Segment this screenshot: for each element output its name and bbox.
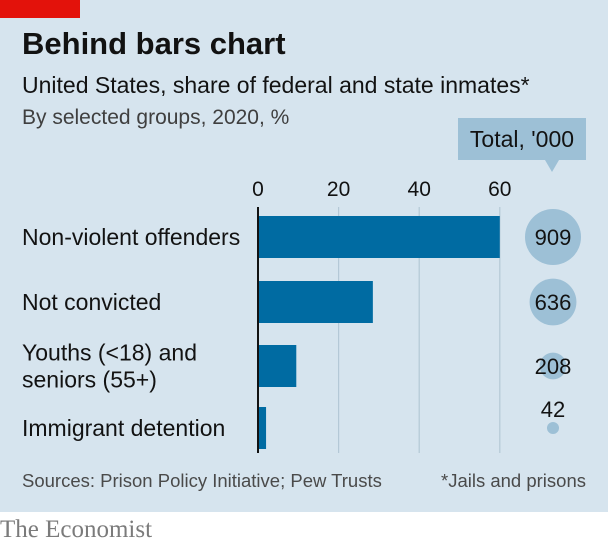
- x-tick-label: 40: [408, 178, 431, 201]
- bar: [258, 407, 267, 449]
- total-value-label: 208: [535, 354, 572, 379]
- category-label: Non-violent offenders: [22, 224, 240, 250]
- chart-title: Behind bars chart: [22, 26, 286, 61]
- total-bubble: [525, 209, 581, 265]
- brand-logo: The Economist: [0, 516, 153, 543]
- category-label: seniors (55+): [22, 367, 157, 393]
- category-label: Immigrant detention: [22, 415, 225, 441]
- total-value-label: 909: [535, 225, 572, 250]
- total-bubble: [539, 352, 567, 380]
- category-label: Not convicted: [22, 289, 161, 315]
- total-value-label: 42: [541, 397, 565, 422]
- total-bubble: [546, 421, 560, 435]
- chart-note: By selected groups, 2020, %: [22, 106, 290, 129]
- totals-callout-pointer: [545, 160, 559, 172]
- accent-bar: [0, 0, 80, 18]
- x-tick-label: 20: [327, 178, 350, 201]
- bar: [258, 281, 373, 323]
- totals-label: Total, '000: [470, 126, 574, 152]
- total-value-label: 636: [535, 290, 572, 315]
- footnote: *Jails and prisons: [441, 470, 586, 491]
- totals-callout: [458, 118, 586, 160]
- bar: [258, 345, 297, 387]
- x-tick-label: 0: [252, 178, 264, 201]
- x-tick-label: 60: [488, 178, 511, 201]
- total-bubble: [529, 278, 577, 326]
- bar: [258, 216, 500, 258]
- chart-subtitle: United States, share of federal and stat…: [22, 72, 530, 98]
- category-label: Youths (<18) and: [22, 340, 197, 366]
- source-note: Sources: Prison Policy Initiative; Pew T…: [22, 470, 382, 491]
- bar-chart: 0 20 40 60 Non-violent offenders Not convicte…: [22, 118, 586, 453]
